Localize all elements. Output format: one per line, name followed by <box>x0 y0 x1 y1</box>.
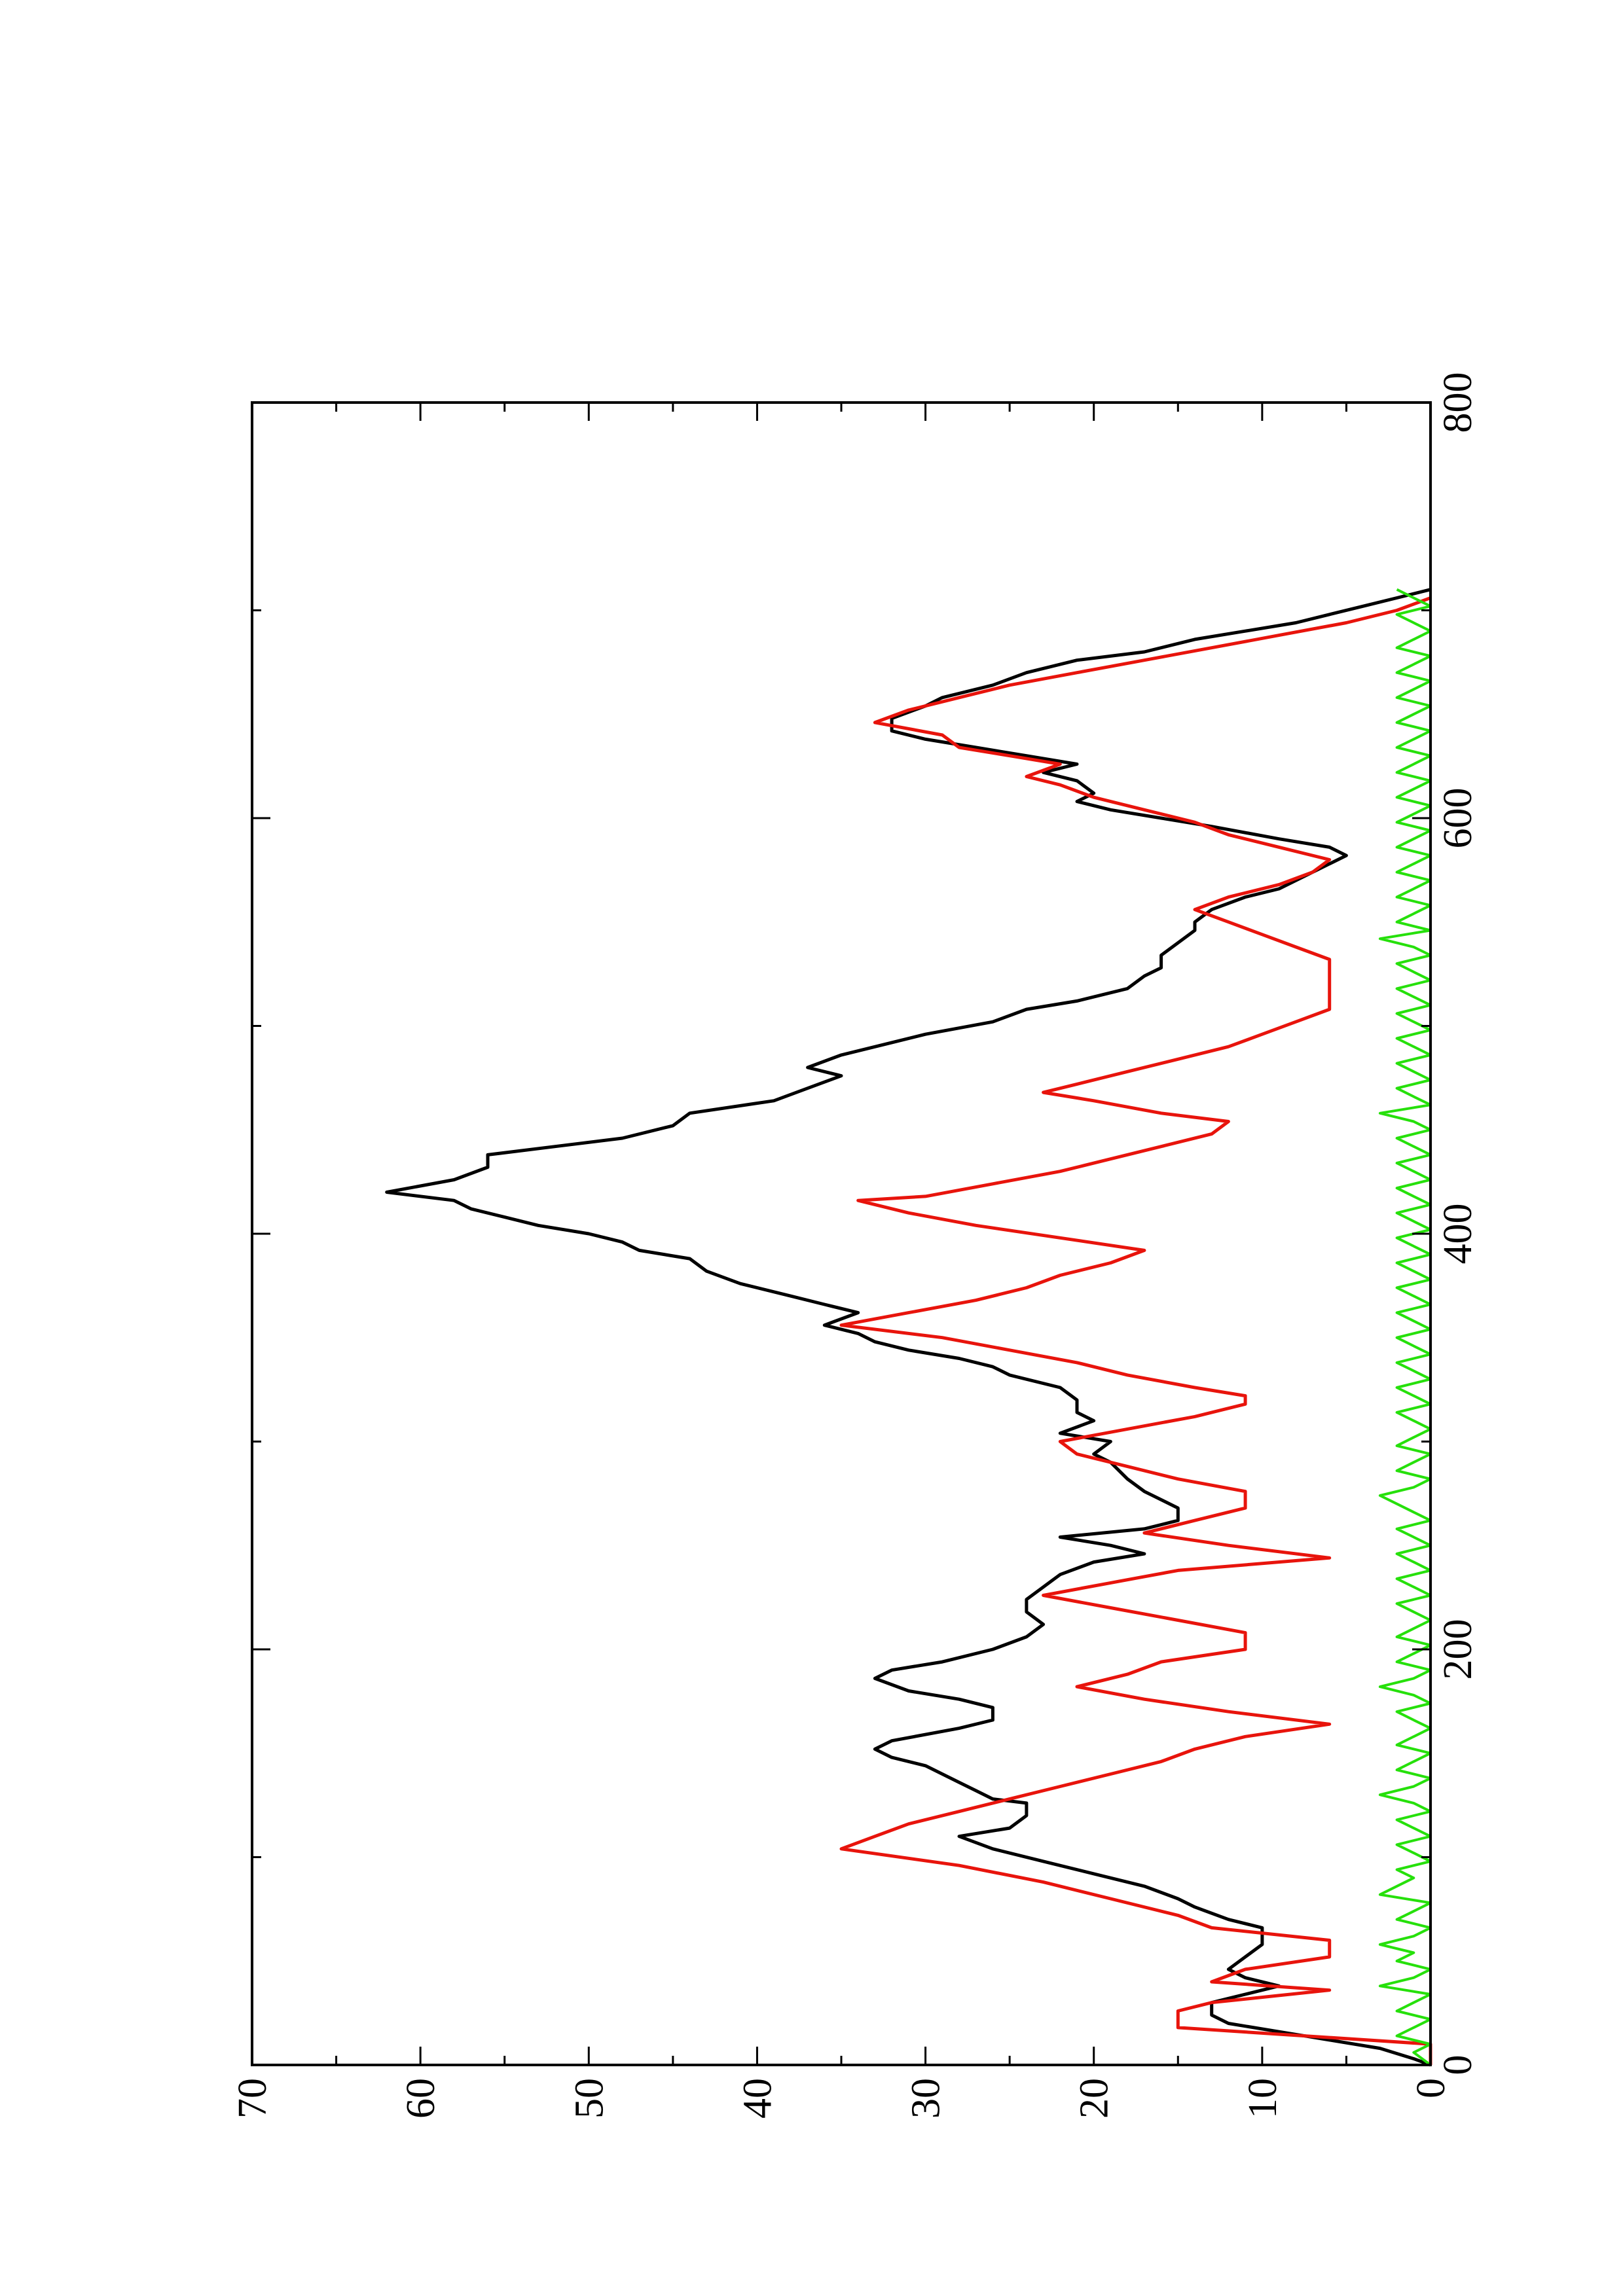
chart-area: 0 200 400 600 800 0 10 20 30 40 50 60 70 <box>230 372 1480 2119</box>
axis-ticks <box>251 401 1432 2066</box>
y-tick-label: 70 <box>230 2078 275 2119</box>
x-tick-label: 600 <box>1436 788 1480 849</box>
series-line-2 <box>839 596 1432 2065</box>
series-line-1 <box>385 588 1431 2067</box>
y-tick-label: 0 <box>1409 2078 1453 2098</box>
series-layer <box>385 588 1432 2067</box>
x-tick-label: 800 <box>1436 372 1480 433</box>
x-axis-tick-labels: 0 200 400 600 800 <box>1436 372 1480 2075</box>
y-axis-tick-labels: 0 10 20 30 40 50 60 70 <box>230 2078 1453 2119</box>
y-tick-label: 10 <box>1241 2078 1285 2119</box>
y-tick-label: 60 <box>399 2078 443 2119</box>
y-tick-label: 40 <box>735 2078 780 2119</box>
x-tick-label: 0 <box>1436 2055 1480 2075</box>
series-line-3 <box>1378 588 1432 2066</box>
y-tick-label: 20 <box>1072 2078 1117 2119</box>
y-tick-label: 50 <box>567 2078 611 2119</box>
x-tick-label: 400 <box>1436 1204 1480 1265</box>
x-tick-label: 200 <box>1436 1619 1480 1680</box>
y-tick-label: 30 <box>904 2078 949 2119</box>
